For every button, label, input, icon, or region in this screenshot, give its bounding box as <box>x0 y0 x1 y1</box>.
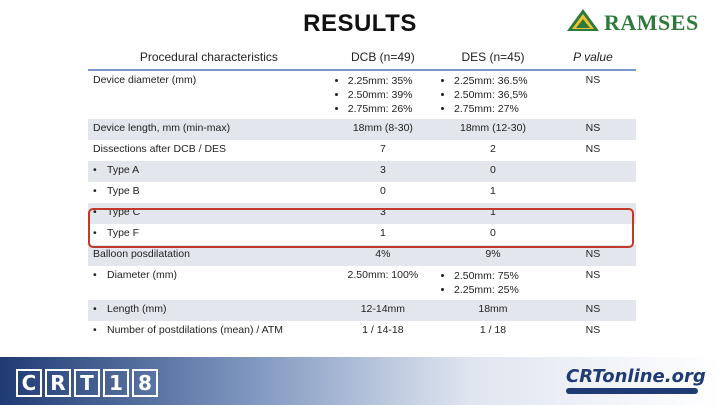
row-des: 9% <box>436 245 550 266</box>
row-label-text: Type A <box>107 164 140 176</box>
footer-band <box>0 357 720 405</box>
row-des: 18mm <box>436 300 550 321</box>
list-item: 2.75mm: 27% <box>454 102 546 116</box>
crt18-letter: T <box>74 369 100 397</box>
row-label: • Number of postdilations (mean) / ATM <box>88 321 330 342</box>
crtonline-logo: CRTonline.org <box>566 364 706 398</box>
row-dcb: 2.50mm: 100% <box>347 269 419 281</box>
row-p: NS <box>585 324 601 336</box>
crt18-letter: 1 <box>103 369 129 397</box>
row-label: Device diameter (mm) <box>93 74 197 86</box>
table-header-row: Procedural characteristics DCB (n=49) DE… <box>88 46 636 71</box>
row-p: NS <box>585 74 601 86</box>
row-label: • Diameter (mm) <box>88 266 330 300</box>
bullet-icon: • <box>93 227 97 239</box>
row-p: NS <box>549 300 636 321</box>
table-row: Device length, mm (min-max) 18mm (8-30) … <box>88 119 636 140</box>
list-item: 2.50mm: 39% <box>348 88 432 102</box>
row-p: NS <box>585 269 601 281</box>
bullet-icon: • <box>93 206 97 218</box>
highlight-box <box>88 208 634 248</box>
list-item: 2.25mm: 36.5% <box>454 74 546 88</box>
slide-title: RESULTS <box>303 10 417 37</box>
table-row: • Number of postdilations (mean) / ATM 1 … <box>88 321 636 342</box>
row-label: Device length, mm (min-max) <box>88 119 330 140</box>
bullet-icon: • <box>93 303 97 315</box>
bullet-icon: • <box>93 164 97 176</box>
row-des: 0 <box>490 227 496 239</box>
ramses-logo-text: RAMSES <box>604 10 699 35</box>
row-des: 2.25mm: 36.5% 2.50mm: 36,5% 2.75mm: 27% <box>436 70 550 119</box>
row-dcb: 0 <box>379 185 386 197</box>
row-des: 18mm (12-30) <box>436 119 550 140</box>
ramses-logo: RAMSES <box>566 6 700 36</box>
table-row: • Length (mm) 12-14mm 18mm NS <box>88 300 636 321</box>
row-dcb: 2.25mm: 35% 2.50mm: 39% 2.75mm: 26% <box>330 70 436 119</box>
des-postdil-diameter-list: 2.50mm: 75% 2.25mm: 25% <box>440 269 546 297</box>
row-des: 1 / 18 <box>479 324 507 336</box>
row-dcb: 1 <box>379 227 386 239</box>
row-dcb: 18mm (8-30) <box>329 119 436 140</box>
row-dcb: 7 <box>379 143 386 155</box>
table-row: • Type B 0 1 <box>88 182 636 203</box>
row-p <box>549 161 636 182</box>
table-row: • Diameter (mm) 2.50mm: 100% 2.50mm: 75% … <box>88 266 636 300</box>
row-label-text: Type F <box>107 227 140 239</box>
table-row: Device diameter (mm) 2.25mm: 35% 2.50mm:… <box>88 70 636 119</box>
list-item: 2.25mm: 25% <box>454 283 546 297</box>
row-label-text: Length (mm) <box>107 303 167 315</box>
table-row: • Type F 1 0 <box>88 224 636 245</box>
row-dcb: 12-14mm <box>329 300 436 321</box>
row-label-text: Number of postdilations (mean) / ATM <box>107 324 284 336</box>
table-row: Dissections after DCB / DES 7 2 NS <box>88 140 636 161</box>
table-row: Balloon posdilatation 4% 9% NS <box>88 245 636 266</box>
crtonline-logo-text: CRTonline.org <box>566 366 706 387</box>
row-label: Dissections after DCB / DES <box>93 143 227 155</box>
row-p: NS <box>549 245 636 266</box>
row-label: Balloon posdilatation <box>88 245 330 266</box>
row-label: • Type F <box>88 224 330 245</box>
bullet-icon: • <box>93 324 97 336</box>
row-des: 2 <box>490 143 496 155</box>
row-des: 0 <box>436 161 550 182</box>
list-item: 2.50mm: 36,5% <box>454 88 546 102</box>
header-des: DES (n=45) <box>436 46 550 71</box>
list-item: 2.75mm: 26% <box>348 102 432 116</box>
row-p: NS <box>549 119 636 140</box>
header-procedural: Procedural characteristics <box>88 46 330 71</box>
crt18-letter: R <box>45 369 71 397</box>
row-p <box>550 182 636 203</box>
row-dcb: 4% <box>329 245 436 266</box>
header-p-value: P value <box>549 46 636 71</box>
header-dcb: DCB (n=49) <box>329 46 436 71</box>
row-label: • Type B <box>88 182 330 203</box>
row-label-text: Type B <box>107 185 140 197</box>
crt18-letter: 8 <box>132 369 158 397</box>
row-des: 2.50mm: 75% 2.25mm: 25% <box>436 266 550 300</box>
dcb-diameter-list: 2.25mm: 35% 2.50mm: 39% 2.75mm: 26% <box>334 74 432 116</box>
pyramid-icon <box>567 9 599 31</box>
row-label-text: Diameter (mm) <box>107 269 177 281</box>
row-label: • Type A <box>88 161 330 182</box>
table-row: • Type A 3 0 <box>88 161 636 182</box>
bullet-icon: • <box>93 269 97 281</box>
row-dcb: 1 / 14-18 <box>362 324 404 336</box>
list-item: 2.25mm: 35% <box>348 74 432 88</box>
results-table: Procedural characteristics DCB (n=49) DE… <box>88 46 636 342</box>
swoosh-icon <box>566 388 698 394</box>
crt18-letter: C <box>16 369 42 397</box>
row-des: 1 <box>490 185 496 197</box>
row-dcb: 3 <box>329 161 436 182</box>
row-p: NS <box>585 143 601 155</box>
crt18-logo: C R T 1 8 <box>16 369 158 397</box>
list-item: 2.50mm: 75% <box>454 269 546 283</box>
bullet-icon: • <box>93 185 97 197</box>
des-diameter-list: 2.25mm: 36.5% 2.50mm: 36,5% 2.75mm: 27% <box>440 74 546 116</box>
row-label: • Length (mm) <box>88 300 330 321</box>
